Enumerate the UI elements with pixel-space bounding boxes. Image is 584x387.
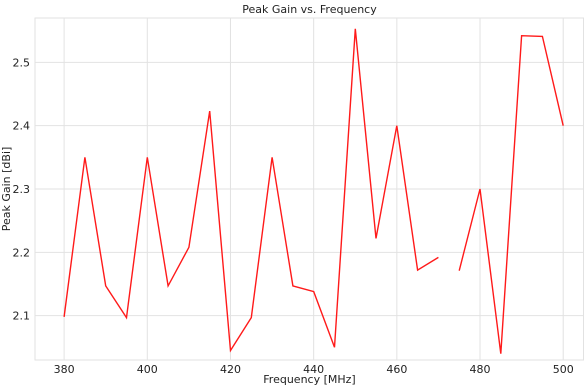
- x-axis-label: Frequency [MHz]: [263, 373, 355, 386]
- x-tick-label: 420: [220, 363, 241, 376]
- data-series: [63, 28, 564, 354]
- x-tick-label: 480: [470, 363, 491, 376]
- series-line-segment: [63, 28, 439, 353]
- y-tick-label: 2.4: [13, 120, 31, 133]
- grid-lines: [35, 18, 584, 360]
- chart-title: Peak Gain vs. Frequency: [242, 3, 377, 16]
- x-tick-label: 400: [137, 363, 158, 376]
- x-tick-label: 460: [386, 363, 407, 376]
- series-line-segment: [458, 34, 564, 354]
- y-axis-label: Peak Gain [dBi]: [0, 147, 13, 232]
- y-tick-label: 2.3: [13, 183, 31, 196]
- x-tick-label: 500: [553, 363, 574, 376]
- tick-labels: 380 400 420 440 460 480 500 2.1 2.2 2.3 2.4 2.5: [13, 56, 574, 376]
- y-tick-label: 2.5: [13, 56, 31, 69]
- y-tick-label: 2.2: [13, 246, 31, 259]
- x-tick-label: 440: [303, 363, 324, 376]
- y-tick-label: 2.1: [13, 310, 31, 323]
- x-tick-label: 380: [54, 363, 75, 376]
